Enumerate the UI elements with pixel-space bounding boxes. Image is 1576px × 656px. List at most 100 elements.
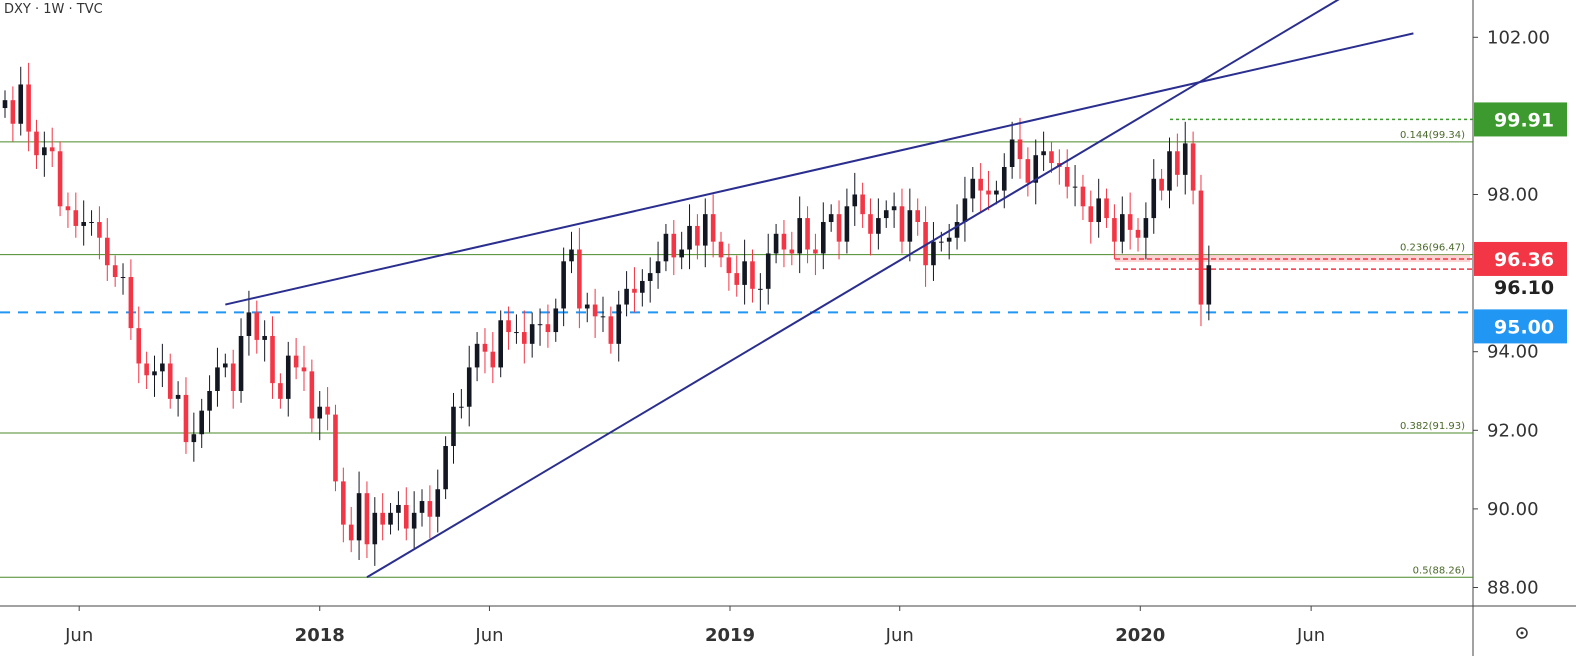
candle <box>915 198 921 236</box>
candle <box>758 273 763 311</box>
candle <box>781 220 787 268</box>
candle <box>640 269 645 307</box>
candle-body <box>396 504 401 513</box>
candle <box>1167 137 1172 209</box>
candle-body <box>152 371 157 376</box>
candle-body <box>537 324 543 326</box>
candle-body <box>592 304 598 317</box>
candle-body <box>341 481 346 525</box>
candle-body <box>183 394 189 443</box>
candle <box>1190 131 1196 205</box>
candle <box>57 141 63 217</box>
candle <box>34 119 39 169</box>
price-tag: 96.10 <box>1494 277 1554 299</box>
candle <box>230 349 236 409</box>
candle <box>514 314 519 344</box>
candle-body <box>529 324 535 344</box>
settings-gear-icon[interactable] <box>1516 627 1528 639</box>
candle <box>789 231 795 266</box>
x-tick-label: Jun <box>1296 625 1325 646</box>
candle <box>828 204 834 232</box>
candle <box>978 163 983 213</box>
candle-body <box>1072 186 1078 188</box>
candle <box>1088 190 1094 244</box>
candle <box>1206 245 1212 321</box>
candle-body <box>624 288 629 305</box>
candle <box>498 310 503 378</box>
candle <box>687 204 692 270</box>
candle <box>994 180 999 205</box>
fib-label: 0.144(99.34) <box>1400 130 1465 141</box>
candle-body <box>663 233 669 262</box>
fib-label: 0.5(88.26) <box>1413 565 1465 576</box>
candle-body <box>254 312 260 340</box>
candle-body <box>710 214 716 242</box>
candle <box>663 223 669 272</box>
candle <box>207 375 212 433</box>
candle <box>750 249 755 303</box>
candle <box>860 182 865 228</box>
candle-body <box>640 280 645 293</box>
candle <box>584 292 590 323</box>
price-tags: 99.91 96.36 96.10 95.00 <box>1474 102 1567 344</box>
candle <box>128 259 134 340</box>
x-tick-label: 2019 <box>705 625 755 646</box>
candle <box>1143 202 1149 260</box>
candle <box>1096 178 1101 238</box>
candle-body <box>820 222 826 254</box>
candle-body <box>907 210 913 242</box>
candle <box>986 170 991 211</box>
candle <box>1112 204 1117 260</box>
candle-body <box>1017 139 1023 160</box>
candle <box>2 90 8 118</box>
candle <box>175 381 181 417</box>
chart-symbol: DXY · 1W · TVC <box>4 2 103 17</box>
horizontal-levels <box>0 118 1473 314</box>
candle <box>970 166 976 213</box>
candle-body <box>2 100 8 109</box>
candle-body <box>309 371 315 419</box>
candle <box>1033 139 1039 205</box>
candle <box>356 471 362 560</box>
candle <box>529 312 535 358</box>
candle-body <box>301 367 307 372</box>
candle-body <box>34 131 39 156</box>
price-tag-box <box>1474 102 1567 137</box>
candle-body <box>758 288 763 290</box>
candle <box>285 341 291 417</box>
candle-body <box>1151 178 1157 219</box>
candle <box>1041 131 1046 171</box>
candle-body <box>411 512 417 529</box>
candle <box>836 200 842 260</box>
candle-body <box>73 210 79 226</box>
candle <box>1119 196 1125 254</box>
candle-body <box>616 304 622 344</box>
candle <box>726 243 732 291</box>
candle <box>734 255 740 297</box>
candle-body <box>1112 218 1117 242</box>
candle <box>820 202 826 270</box>
candle-body <box>726 257 732 274</box>
candle <box>73 192 79 238</box>
price-tag: 99.91 <box>1474 102 1567 137</box>
candle <box>254 300 260 354</box>
candle-body <box>317 406 323 419</box>
candle <box>372 497 378 566</box>
candle-body <box>923 222 928 266</box>
candle-body <box>466 367 472 407</box>
candle <box>42 131 47 177</box>
candle-body <box>954 222 960 238</box>
candle <box>553 298 559 342</box>
candle-body <box>655 261 661 274</box>
candle <box>396 491 401 531</box>
candle-body <box>915 210 921 223</box>
y-tick-label: 94.00 <box>1487 342 1539 363</box>
candle-body <box>348 524 354 541</box>
candle <box>702 198 708 268</box>
candle-body <box>1159 178 1164 191</box>
candle <box>608 306 614 354</box>
candle <box>506 306 511 350</box>
candle <box>577 227 582 329</box>
candle <box>81 200 86 246</box>
